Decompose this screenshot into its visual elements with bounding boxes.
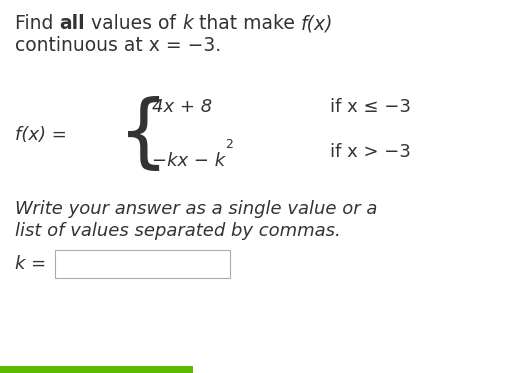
Text: that make: that make: [193, 14, 300, 33]
Text: f(x): f(x): [300, 14, 333, 33]
Text: Write your answer as a single value or a: Write your answer as a single value or a: [15, 200, 378, 218]
Text: Find: Find: [15, 14, 60, 33]
Text: if x ≤ −3: if x ≤ −3: [330, 98, 411, 116]
Text: k: k: [182, 14, 193, 33]
Text: f(x) =: f(x) =: [15, 126, 67, 144]
Text: 2: 2: [225, 138, 233, 151]
Text: if x > −3: if x > −3: [330, 143, 411, 161]
Text: all: all: [60, 14, 85, 33]
FancyBboxPatch shape: [55, 250, 230, 278]
Text: values of: values of: [85, 14, 182, 33]
Text: −kx − k: −kx − k: [152, 152, 225, 170]
Text: k =: k =: [15, 255, 46, 273]
Text: {: {: [118, 96, 169, 174]
Text: continuous at x = −3.: continuous at x = −3.: [15, 36, 221, 55]
Bar: [0, 366, 193, 373]
Text: 4x + 8: 4x + 8: [152, 98, 212, 116]
Text: list of values separated by commas.: list of values separated by commas.: [15, 222, 341, 240]
